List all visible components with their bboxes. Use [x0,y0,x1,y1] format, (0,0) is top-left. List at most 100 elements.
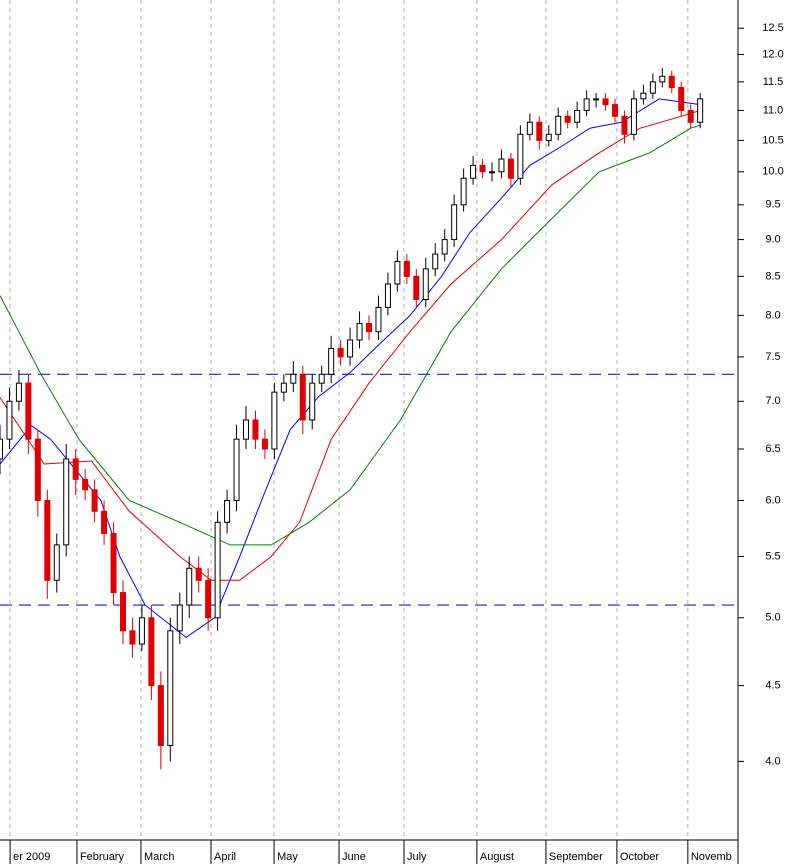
y-tick-label: 12.5 [762,22,783,34]
candle-body [290,373,297,384]
candle-body [526,121,533,135]
y-tick-label: 6.0 [765,494,780,506]
candle-body [668,75,675,88]
x-tick-label: April [214,851,236,863]
candle-body [451,204,458,241]
y-tick-label: 4.0 [765,755,780,767]
candle-body [91,489,98,512]
moving-average [0,110,701,581]
candle-body [186,567,193,606]
candle-body [470,164,477,179]
candle-body [337,347,344,358]
x-tick-label: June [342,851,366,863]
candle-body [687,109,694,123]
candle-body [678,86,685,111]
candle-body [630,98,637,135]
candle-body [432,253,439,270]
candle-body [593,98,600,101]
candle-body [394,260,401,285]
candle-body [507,158,514,179]
candle-body [659,75,666,83]
candle-body [318,373,325,384]
candle-body [148,617,155,687]
candle-body [214,521,221,619]
candle-body [555,115,562,135]
y-tick-label: 10.0 [762,166,783,178]
candle-body [574,109,581,123]
x-tick-label: July [407,851,427,863]
y-tick-label: 8.5 [765,270,780,282]
y-tick-label: 9.5 [765,199,780,211]
candle-body [101,510,108,534]
candle-body [233,438,240,501]
candle-body [44,499,51,581]
candle-body [309,382,316,421]
y-tick-label: 9.0 [765,233,780,245]
candle-body [564,115,571,123]
candle-body [129,630,136,645]
y-tick-label: 5.0 [765,612,780,624]
candle-body [403,260,410,277]
candle-body [110,532,117,594]
candle-body [0,438,3,460]
candle-body [328,347,335,375]
candle-body [621,115,628,135]
candle-body [271,391,278,450]
x-tick-label: er 2009 [13,851,50,863]
y-tick-label: 4.5 [765,680,780,692]
y-tick-label: 10.5 [762,134,783,146]
candle-body [243,419,249,440]
candle-body [413,275,420,300]
candle-body [384,283,391,308]
candle-body [157,685,164,747]
candle-body [366,322,372,333]
y-tick-label: 8.0 [765,309,780,321]
candle-body [640,92,647,100]
y-tick-label: 7.5 [765,351,780,363]
candle-body [72,458,79,480]
candle-body [441,239,448,255]
candle-body [120,592,126,632]
candle-body [138,617,145,645]
candle-body [224,499,231,523]
candle-body [375,306,382,333]
candle-body [252,419,259,440]
x-tick-label: Novemb [691,851,732,863]
candle-body [167,630,174,747]
moving-average [0,98,701,639]
candle-body [697,98,704,123]
candle-body [299,373,306,421]
y-tick-label: 11.0 [763,104,784,116]
candle-body [649,81,656,94]
y-tick-label: 7.0 [765,395,780,407]
candle-body [612,104,618,117]
x-tick-label: May [277,851,298,863]
x-tick-label: September [549,851,603,863]
candle-body [422,268,429,300]
candle-body [205,579,212,619]
y-tick-label: 11.5 [763,76,784,88]
candle-body [517,133,524,179]
candle-body [63,458,70,546]
candle-body [545,133,552,141]
candle-body [176,604,183,632]
moving-average [0,124,701,546]
candle-body [280,382,287,393]
candle-body [53,544,60,581]
candle-body [25,382,32,440]
candle-body [356,322,363,341]
y-tick-label: 5.5 [765,550,780,562]
candle-body [261,438,268,450]
candle-body [347,339,354,358]
candle-body [479,164,486,173]
y-tick-label: 12.0 [762,48,783,60]
candle-body [34,438,41,501]
candle-body [536,121,543,141]
candle-body [602,98,609,106]
candle-body [6,400,13,440]
x-tick-label: October [620,851,659,863]
candle-body [195,567,202,581]
x-tick-label: August [480,851,514,863]
